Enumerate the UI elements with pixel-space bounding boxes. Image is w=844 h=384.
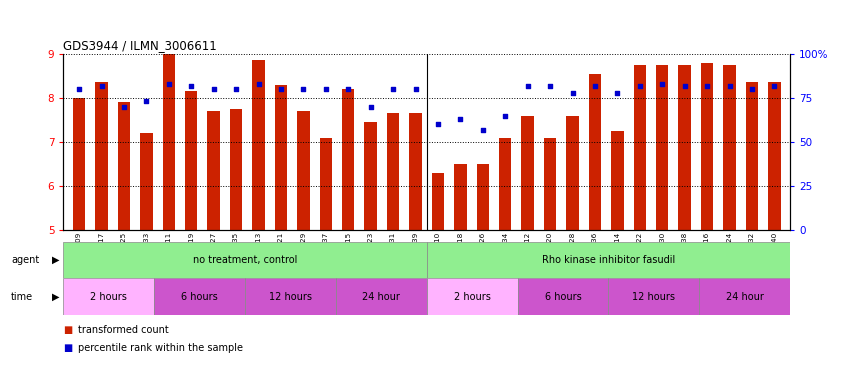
Text: time: time xyxy=(11,291,33,302)
Text: agent: agent xyxy=(11,255,39,265)
Bar xyxy=(655,65,668,230)
Bar xyxy=(185,91,197,230)
Bar xyxy=(521,116,533,230)
Point xyxy=(162,81,176,87)
Bar xyxy=(140,133,153,230)
Text: ▶: ▶ xyxy=(51,291,59,302)
Text: transformed count: transformed count xyxy=(78,325,168,335)
Point xyxy=(184,83,197,89)
Bar xyxy=(499,138,511,230)
Text: percentile rank within the sample: percentile rank within the sample xyxy=(78,343,242,353)
Bar xyxy=(245,278,336,315)
Point xyxy=(587,83,601,89)
Bar xyxy=(565,116,578,230)
Bar xyxy=(230,109,242,230)
Text: 6 hours: 6 hours xyxy=(181,291,218,302)
Point xyxy=(386,86,399,92)
Point xyxy=(700,83,713,89)
Point xyxy=(229,86,242,92)
Point xyxy=(766,83,780,89)
Bar xyxy=(154,278,245,315)
Bar xyxy=(252,60,264,230)
Bar xyxy=(588,74,600,230)
Bar xyxy=(426,242,789,278)
Text: 24 hour: 24 hour xyxy=(362,291,400,302)
Bar xyxy=(63,242,426,278)
Bar xyxy=(63,278,154,315)
Text: ▶: ▶ xyxy=(51,255,59,265)
Bar xyxy=(544,138,555,230)
Text: 2 hours: 2 hours xyxy=(90,291,127,302)
Point xyxy=(95,83,108,89)
Point xyxy=(430,121,444,127)
Point xyxy=(632,83,646,89)
Point xyxy=(543,83,556,89)
Text: 12 hours: 12 hours xyxy=(631,291,674,302)
Bar xyxy=(454,164,466,230)
Text: Rho kinase inhibitor fasudil: Rho kinase inhibitor fasudil xyxy=(541,255,674,265)
Bar xyxy=(342,89,354,230)
Bar xyxy=(387,113,398,230)
Bar xyxy=(608,278,699,315)
Point xyxy=(273,86,287,92)
Point xyxy=(207,86,220,92)
Text: ■: ■ xyxy=(63,325,73,335)
Bar xyxy=(633,65,645,230)
Point xyxy=(520,83,533,89)
Point xyxy=(139,98,153,104)
Point xyxy=(252,81,265,87)
Bar xyxy=(297,111,309,230)
Bar xyxy=(431,173,444,230)
Point xyxy=(475,127,489,133)
Bar xyxy=(767,83,780,230)
Point xyxy=(453,116,467,122)
Bar xyxy=(162,54,175,230)
Text: 12 hours: 12 hours xyxy=(268,291,311,302)
Text: GDS3944 / ILMN_3006611: GDS3944 / ILMN_3006611 xyxy=(63,39,217,52)
Point xyxy=(408,86,422,92)
Point xyxy=(117,104,131,110)
Point xyxy=(341,86,354,92)
Bar xyxy=(319,138,332,230)
Bar xyxy=(722,65,735,230)
Bar xyxy=(700,63,712,230)
Text: no treatment, control: no treatment, control xyxy=(192,255,297,265)
Text: 24 hour: 24 hour xyxy=(725,291,763,302)
Point xyxy=(677,83,690,89)
Point xyxy=(319,86,333,92)
Text: ■: ■ xyxy=(63,343,73,353)
Bar xyxy=(678,65,690,230)
Bar xyxy=(426,278,517,315)
Bar xyxy=(476,164,489,230)
Text: 2 hours: 2 hours xyxy=(453,291,490,302)
Bar xyxy=(745,83,757,230)
Text: 6 hours: 6 hours xyxy=(544,291,581,302)
Point xyxy=(655,81,668,87)
Point xyxy=(73,86,86,92)
Bar xyxy=(274,84,287,230)
Point xyxy=(744,86,758,92)
Point xyxy=(296,86,310,92)
Bar xyxy=(208,111,219,230)
Point xyxy=(498,113,511,119)
Bar xyxy=(517,278,608,315)
Bar xyxy=(610,131,623,230)
Bar xyxy=(73,98,85,230)
Bar xyxy=(95,83,107,230)
Point xyxy=(565,89,579,96)
Point xyxy=(722,83,735,89)
Bar xyxy=(408,113,421,230)
Bar xyxy=(117,103,130,230)
Bar xyxy=(364,122,376,230)
Bar xyxy=(699,278,789,315)
Bar xyxy=(336,278,426,315)
Point xyxy=(610,89,624,96)
Point xyxy=(364,104,377,110)
